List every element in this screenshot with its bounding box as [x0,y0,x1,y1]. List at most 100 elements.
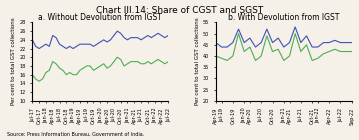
CGST [248,46,252,48]
CGST [81,67,85,69]
CGST [316,57,320,59]
SGST [91,46,95,47]
CGST [282,60,286,61]
SGST [214,42,218,43]
CGST [30,74,34,75]
CGST [299,51,303,52]
CGST [142,63,146,65]
CGST [163,63,167,65]
SGST [129,37,133,38]
CGST [259,55,264,57]
CGST [219,57,224,59]
SGST [350,42,354,43]
CGST [78,69,82,71]
CGST [153,61,157,62]
SGST [159,35,164,36]
SGST [98,41,102,43]
CGST [91,69,95,71]
CGST [276,48,280,50]
SGST [248,37,252,39]
Line: SGST: SGST [216,27,352,47]
CGST [242,51,246,52]
SGST [333,39,337,41]
SGST [282,46,286,48]
CGST [37,80,41,82]
Line: CGST: CGST [32,57,168,81]
CGST [287,55,292,57]
Text: Source: Press Information Bureau, Government of India.: Source: Press Information Bureau, Govern… [7,132,144,137]
SGST [115,30,120,32]
CGST [84,65,89,67]
SGST [293,26,297,28]
CGST [350,51,354,52]
Y-axis label: Per cent to total GST collections: Per cent to total GST collections [195,18,200,105]
CGST [102,63,106,65]
CGST [44,72,48,73]
SGST [78,43,82,45]
SGST [125,39,130,41]
CGST [125,63,130,65]
CGST [51,61,55,62]
CGST [112,61,116,62]
SGST [112,35,116,36]
SGST [33,46,38,47]
SGST [139,39,143,41]
CGST [321,53,326,55]
SGST [105,41,109,43]
SGST [242,42,246,43]
SGST [156,32,160,34]
CGST [132,61,136,62]
CGST [108,65,113,67]
SGST [108,39,113,41]
SGST [310,46,314,48]
SGST [146,35,150,36]
SGST [47,46,51,47]
SGST [88,43,92,45]
SGST [163,37,167,38]
SGST [132,37,136,38]
CGST [74,74,79,75]
SGST [102,39,106,41]
Line: CGST: CGST [216,34,352,60]
SGST [287,42,292,43]
CGST [67,72,72,73]
CGST [61,69,65,71]
SGST [37,48,41,49]
SGST [84,43,89,45]
Text: Chart III.14: Share of CGST and SGST: Chart III.14: Share of CGST and SGST [96,6,263,15]
CGST [344,51,348,52]
SGST [81,43,85,45]
SGST [344,42,348,43]
CGST [115,56,120,58]
CGST [149,63,153,65]
CGST [293,33,297,34]
Title: a. Without Devolution from IGST: a. Without Devolution from IGST [38,13,162,22]
SGST [276,37,280,39]
SGST [122,37,126,38]
SGST [304,35,309,37]
SGST [136,37,140,38]
SGST [51,35,55,36]
SGST [166,35,171,36]
CGST [253,60,258,61]
CGST [40,78,45,80]
SGST [299,42,303,43]
SGST [338,42,342,43]
SGST [225,46,229,48]
SGST [253,46,258,48]
SGST [270,42,275,43]
SGST [231,42,235,43]
CGST [333,48,337,50]
SGST [219,46,224,48]
CGST [231,55,235,57]
CGST [146,61,150,62]
SGST [259,42,264,43]
SGST [316,46,320,48]
SGST [57,43,62,45]
SGST [44,43,48,45]
CGST [225,60,229,61]
SGST [54,37,58,38]
SGST [40,46,45,47]
CGST [98,65,102,67]
CGST [166,61,171,62]
